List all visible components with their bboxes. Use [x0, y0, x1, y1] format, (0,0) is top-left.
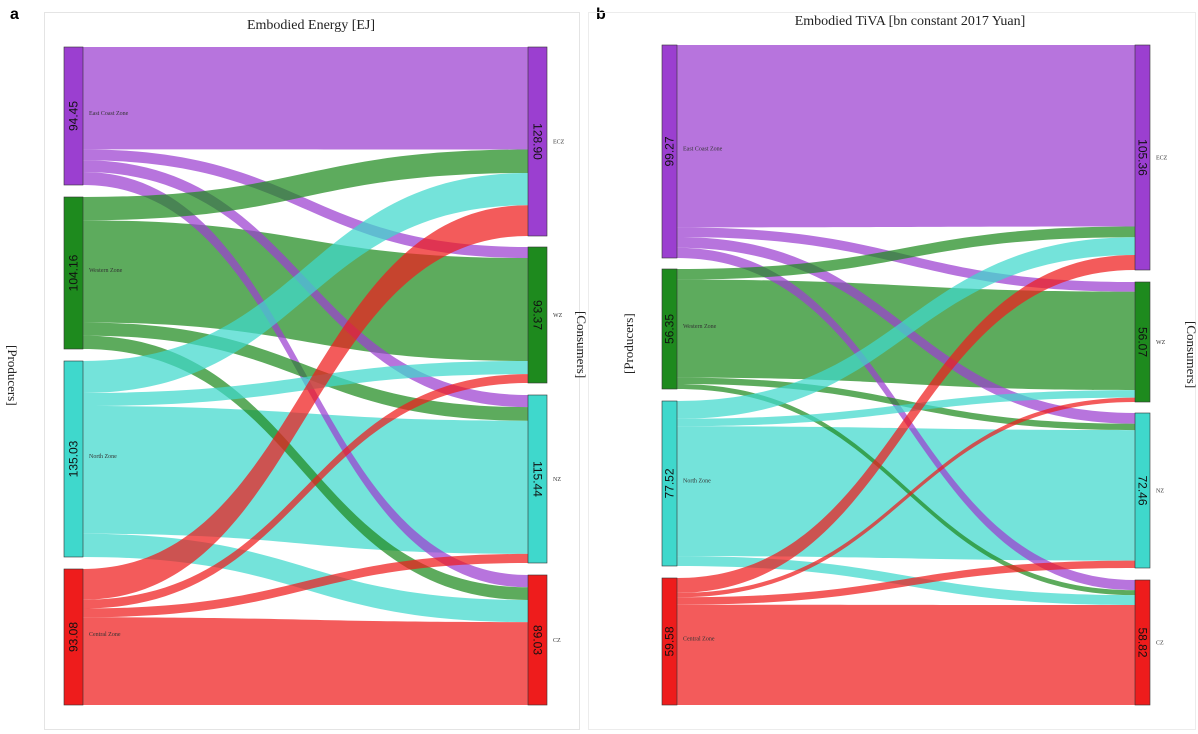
flow-nz-to-wz [83, 360, 528, 407]
producer-value-nz: 77.52 [663, 468, 677, 498]
producer-node-nz[interactable] [661, 400, 678, 567]
panel-b-title: Embodied TiVA [bn constant 2017 Yuan] [794, 14, 1026, 29]
producer-value-cz: 59.58 [663, 626, 677, 656]
consumer-name-cz: CZ [1156, 641, 1164, 647]
producer-value-wz: 104.16 [67, 254, 81, 291]
flow-nz-to-ecz [677, 237, 1135, 419]
consumer-node-nz[interactable] [527, 394, 548, 564]
producer-node-wz[interactable] [63, 196, 84, 350]
consumer-name-nz: NZ [1156, 489, 1164, 495]
flow-cz-to-wz [677, 397, 1135, 598]
producer-node-nz[interactable] [63, 360, 84, 558]
consumer-node-cz[interactable] [1134, 579, 1151, 706]
consumer-name-wz: WZ [1156, 340, 1166, 346]
panel-b-letter: b [596, 6, 606, 23]
consumer-value-nz: 72.46 [1136, 475, 1150, 505]
flow-wz-to-nz [677, 377, 1135, 431]
consumer-value-cz: 58.82 [1136, 627, 1150, 657]
flow-nz-to-ecz [83, 173, 528, 393]
producer-node-ecz[interactable] [661, 44, 678, 259]
producer-node-cz[interactable] [63, 568, 84, 706]
consumer-value-cz: 89.03 [531, 625, 545, 655]
panel-a-letter: a [10, 6, 19, 23]
producer-value-nz: 135.03 [67, 440, 81, 477]
producer-value-cz: 93.08 [67, 622, 81, 652]
consumer-name-ecz: ECZ [553, 140, 565, 146]
producer-value-ecz: 99.27 [663, 136, 677, 166]
producer-value-wz: 56.35 [663, 314, 677, 344]
flow-wz-to-nz [83, 322, 528, 421]
flow-cz-to-ecz [677, 255, 1135, 593]
producer-name-wz: Western Zone [89, 268, 123, 274]
consumer-node-cz[interactable] [527, 574, 548, 706]
producer-value-ecz: 94.45 [67, 101, 81, 131]
consumer-node-wz[interactable] [1134, 281, 1151, 403]
producer-name-nz: North Zone [683, 479, 711, 485]
consumer-node-wz[interactable] [527, 246, 548, 384]
flow-cz-to-cz [83, 617, 528, 705]
consumer-value-ecz: 128.90 [531, 123, 545, 160]
consumer-name-cz: CZ [553, 638, 561, 644]
flow-nz-to-nz [677, 426, 1135, 561]
producer-name-cz: Central Zone [89, 632, 121, 638]
flow-cz-to-wz [83, 374, 528, 609]
producer-name-wz: Western Zone [683, 324, 717, 330]
flow-ecz-to-wz [83, 149, 528, 259]
consumer-value-nz: 115.44 [531, 461, 545, 497]
producer-name-cz: Central Zone [683, 637, 715, 643]
flow-wz-to-ecz [677, 226, 1135, 280]
consumer-node-nz[interactable] [1134, 412, 1151, 569]
consumer-name-nz: NZ [553, 477, 561, 483]
flow-cz-to-ecz [83, 205, 528, 600]
consumer-node-ecz[interactable] [527, 46, 548, 237]
panel-a-frame [44, 12, 580, 730]
panel-a-title: Embodied Energy [EJ] [246, 18, 376, 33]
flow-ecz-to-wz [677, 227, 1135, 292]
consumer-value-ecz: 105.36 [1136, 139, 1150, 176]
producer-name-ecz: East Coast Zone [683, 147, 723, 153]
panel-b-frame [588, 12, 1196, 730]
flow-wz-to-cz [677, 383, 1135, 596]
flow-cz-to-nz [677, 560, 1135, 605]
consumer-value-wz: 56.07 [1136, 327, 1150, 357]
flow-cz-to-nz [83, 553, 528, 618]
consumer-node-ecz[interactable] [1134, 44, 1151, 271]
flow-ecz-to-ecz [677, 45, 1135, 228]
flow-ecz-to-ecz [83, 47, 528, 150]
producer-node-wz[interactable] [661, 268, 678, 390]
flow-nz-to-nz [83, 406, 528, 554]
consumer-value-wz: 93.37 [531, 300, 545, 330]
producer-node-cz[interactable] [661, 577, 678, 706]
flow-wz-to-ecz [83, 149, 528, 221]
producer-name-ecz: East Coast Zone [89, 111, 129, 117]
producer-node-ecz[interactable] [63, 46, 84, 186]
consumer-name-wz: WZ [553, 313, 563, 319]
flow-wz-to-cz [83, 335, 528, 601]
flow-cz-to-cz [677, 604, 1135, 705]
consumer-name-ecz: ECZ [1156, 156, 1168, 162]
producer-name-nz: North Zone [89, 454, 117, 460]
flow-nz-to-wz [677, 390, 1135, 427]
